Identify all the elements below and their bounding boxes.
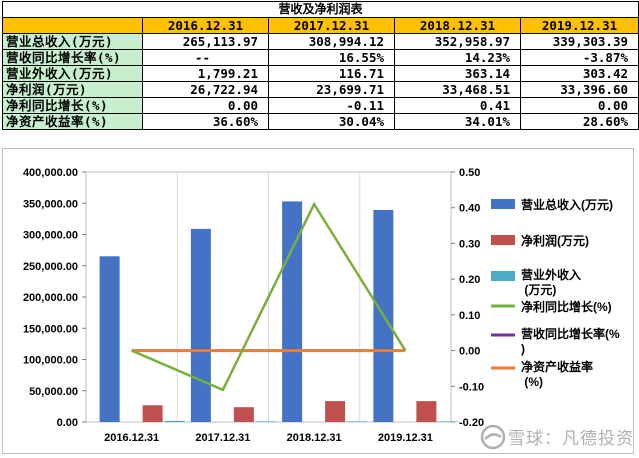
legend-swatch bbox=[491, 271, 515, 281]
y-axis-tick-label: 0.00 bbox=[57, 417, 78, 429]
table-cell: 30.04% bbox=[268, 113, 395, 130]
bar-series2-2018.12.31 bbox=[325, 401, 346, 422]
y2-axis-tick-label: 0.40 bbox=[459, 203, 480, 215]
legend-label: 营业外收入 (万元) bbox=[521, 267, 581, 297]
y2-axis-tick-label: -0.20 bbox=[459, 417, 484, 429]
table-row: 营业总收入(万元) 265,113.97 308,994.12 352,958.… bbox=[2, 33, 639, 50]
table-cell: 308,994.12 bbox=[268, 33, 395, 50]
legend-label: 净利同比增长(%) bbox=[521, 299, 612, 314]
table-cell: -0.11 bbox=[268, 97, 395, 114]
legend-label: 营业总收入(万元) bbox=[521, 197, 613, 212]
legend-label: 营收同比增长率(%) bbox=[521, 326, 620, 356]
table-cell: 26,722.94 bbox=[142, 81, 269, 98]
row-label: 净利同比增长(%) bbox=[2, 97, 143, 114]
column-header: 2017.12.31 bbox=[268, 17, 395, 34]
bar-series3-2018.12.31 bbox=[347, 421, 368, 422]
table-cell: 34.01% bbox=[394, 113, 521, 130]
table-cell: -3.87% bbox=[520, 49, 639, 66]
table-cell: 265,113.97 bbox=[142, 33, 269, 50]
y-axis-tick-label: 250,000.00 bbox=[23, 261, 78, 273]
y2-axis-tick-label: 0.20 bbox=[459, 274, 480, 286]
table-cell: -- bbox=[142, 49, 269, 66]
financial-table: 营收及净利润表 2016.12.31 2017.12.31 2018.12.31… bbox=[2, 1, 639, 130]
table-cell: 33,468.51 bbox=[394, 81, 521, 98]
table-row: 营收同比增长率(%) -- 16.55% 14.23% -3.87% bbox=[2, 49, 639, 66]
chart-area: 0.00 50,000.00 100,000.00 150,000.00 200,000… bbox=[2, 148, 634, 454]
x-axis-tick-label: 2017.12.31 bbox=[195, 432, 250, 444]
table-row: 净资产收益率(%) 36.60% 30.04% 34.01% 28.60% bbox=[2, 113, 639, 130]
table-cell: 16.55% bbox=[268, 49, 395, 66]
table-cell: 14.23% bbox=[394, 49, 521, 66]
column-header: 2019.12.31 bbox=[520, 17, 639, 34]
table-cell: 339,303.39 bbox=[520, 33, 639, 50]
row-label: 营业总收入(万元) bbox=[2, 33, 143, 50]
combo-chart: 0.00 50,000.00 100,000.00 150,000.00 200,000… bbox=[23, 167, 620, 444]
x-axis-tick-label: 2019.12.31 bbox=[378, 432, 433, 444]
y2-axis-tick-label: 0.10 bbox=[459, 310, 480, 322]
watermark-text: 雪球：凡德投资 bbox=[508, 429, 634, 449]
y2-axis-tick-label: 0.30 bbox=[459, 238, 480, 250]
table-cell: 23,699.71 bbox=[268, 81, 395, 98]
snowball-logo-icon bbox=[480, 424, 506, 450]
watermark: 雪球：凡德投资 bbox=[478, 418, 638, 454]
y-axis-tick-label: 350,000.00 bbox=[23, 198, 78, 210]
y2-axis-tick-label: -0.10 bbox=[459, 381, 484, 393]
x-axis-tick-label: 2016.12.31 bbox=[104, 432, 159, 444]
table-cell: 116.71 bbox=[268, 65, 395, 82]
bar-series2-2019.12.31 bbox=[416, 401, 437, 422]
table-cell: 303.42 bbox=[520, 65, 639, 82]
table-cell: 0.00 bbox=[142, 97, 269, 114]
table-title: 营收及净利润表 bbox=[2, 1, 639, 18]
row-label: 净资产收益率(%) bbox=[2, 113, 143, 130]
legend-swatch bbox=[491, 199, 515, 209]
table-cell: 28.60% bbox=[520, 113, 639, 130]
legend-label: 净利润(万元) bbox=[521, 233, 589, 248]
bar-series2-2017.12.31 bbox=[233, 407, 254, 422]
bar-series3-2019.12.31 bbox=[438, 421, 459, 422]
bar-series2-2016.12.31 bbox=[142, 405, 163, 422]
y-axis-tick-label: 200,000.00 bbox=[23, 292, 78, 304]
table-cell: 0.41 bbox=[394, 97, 521, 114]
y2-axis-tick-label: 0.50 bbox=[459, 167, 480, 179]
table-cell: 352,958.97 bbox=[394, 33, 521, 50]
x-axis-tick-label: 2018.12.31 bbox=[287, 432, 342, 444]
legend-swatch bbox=[491, 235, 515, 245]
table-row: 净利润(万元) 26,722.94 23,699.71 33,468.51 33… bbox=[2, 81, 639, 98]
table-cell: 363.14 bbox=[394, 65, 521, 82]
bar-series1-2017.12.31 bbox=[190, 228, 211, 422]
bar-series3-2017.12.31 bbox=[255, 421, 276, 422]
line-series-3 bbox=[131, 201, 407, 392]
table-cell: 33,396.60 bbox=[520, 81, 639, 98]
row-label: 营收同比增长率(%) bbox=[2, 49, 143, 66]
table-cell: 36.60% bbox=[142, 113, 269, 130]
column-header: 2018.12.31 bbox=[394, 17, 521, 34]
y-axis-tick-label: 300,000.00 bbox=[23, 230, 78, 242]
legend-label: 净资产收益率 (%) bbox=[521, 359, 593, 389]
table-row: 净利同比增长(%) 0.00 -0.11 0.41 0.00 bbox=[2, 97, 639, 114]
y-axis-tick-label: 50,000.00 bbox=[29, 386, 78, 398]
column-header: 2016.12.31 bbox=[142, 17, 269, 34]
row-label: 营业外收入(万元) bbox=[2, 65, 143, 82]
table-cell: 0.00 bbox=[520, 97, 639, 114]
y-axis-tick-label: 150,000.00 bbox=[23, 323, 78, 335]
table-cell: 1,799.21 bbox=[142, 65, 269, 82]
y-axis-tick-label: 400,000.00 bbox=[23, 167, 78, 179]
y-axis-tick-label: 100,000.00 bbox=[23, 355, 78, 367]
header-corner bbox=[2, 17, 143, 34]
table-row: 营业外收入(万元) 1,799.21 116.71 363.14 303.42 bbox=[2, 65, 639, 82]
bar-series1-2016.12.31 bbox=[99, 256, 120, 422]
y2-axis-tick-label: 0.00 bbox=[459, 346, 480, 358]
row-label: 净利润(万元) bbox=[2, 81, 143, 98]
bar-series3-2016.12.31 bbox=[164, 420, 185, 422]
